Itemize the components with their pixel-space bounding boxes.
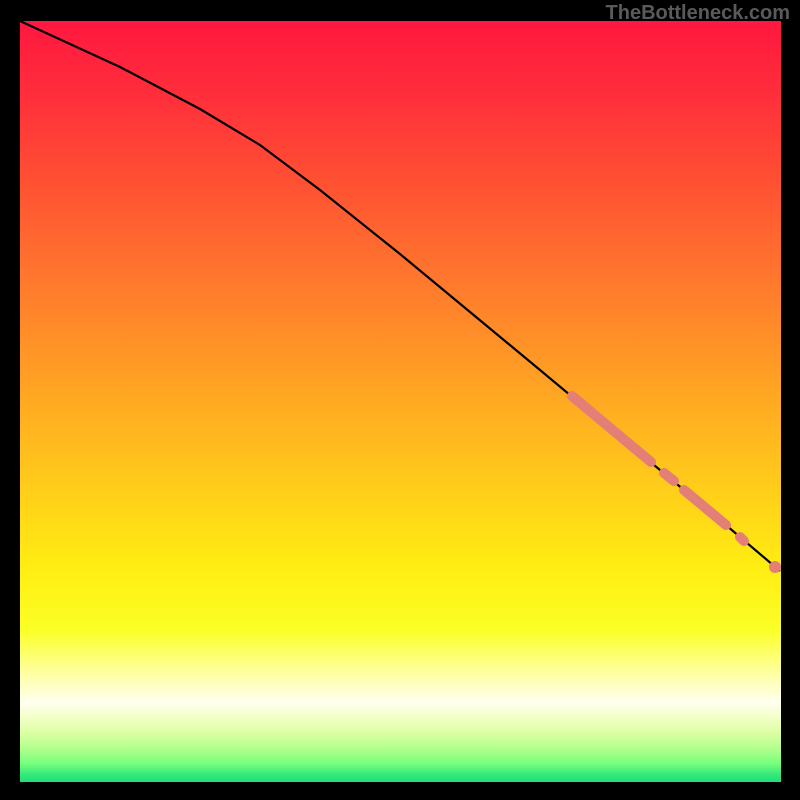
dot-markers-group — [769, 561, 781, 573]
chart-overlay — [20, 21, 781, 782]
line-marker — [740, 537, 744, 541]
chart-root: { "canvas": { "width": 800, "height": 80… — [0, 0, 800, 800]
line-marker — [664, 473, 674, 481]
watermark-text: TheBottleneck.com — [606, 2, 790, 25]
line-marker — [684, 490, 726, 525]
plot-area — [20, 21, 781, 782]
dot-marker — [769, 561, 781, 573]
line-marker — [572, 396, 651, 462]
curve-line — [20, 21, 780, 571]
